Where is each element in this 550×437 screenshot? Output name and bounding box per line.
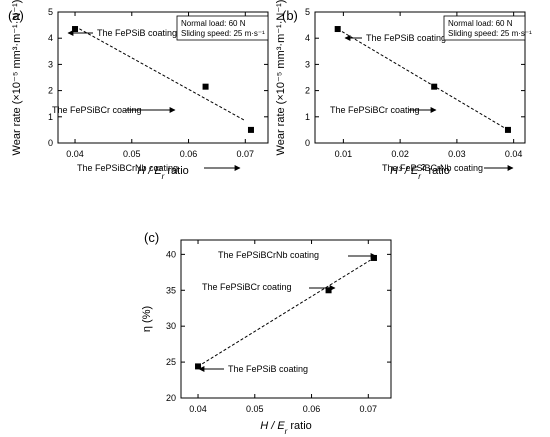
y-tick-label: 1 <box>48 112 53 122</box>
x-axis-label: H / Er ratio <box>137 165 189 181</box>
plot-frame <box>314 11 526 144</box>
x-tick-label: 0.06 <box>303 404 321 414</box>
x-tick-label: 0.04 <box>505 149 523 159</box>
data-point <box>504 126 511 133</box>
y-axis-label: Wear rate (×10⁻⁵ mm³·m⁻¹·N⁻¹) <box>11 0 23 155</box>
x-tick-label: 0.07 <box>237 149 255 159</box>
data-point <box>195 363 202 370</box>
y-tick-label: 0 <box>305 138 310 148</box>
point-annotation: The FePSiBCr coating <box>202 282 292 292</box>
y-tick-label: 35 <box>166 285 176 295</box>
x-axis-label: H³ / Er2 ratio <box>390 163 450 181</box>
y-tick-label: 5 <box>48 7 53 17</box>
panel-label: (b) <box>282 8 298 23</box>
point-annotation: The FePSiBCr coating <box>52 105 142 115</box>
data-point <box>334 26 341 33</box>
trend-line <box>337 28 509 131</box>
x-tick-label: 0.04 <box>66 149 84 159</box>
chart-panel-3: 0.04 0.05 0.06 0.07 20 25 30 35 40 The FePSiB coa… <box>141 230 392 436</box>
point-annotation: The FePSiB coating <box>228 364 308 374</box>
panel-label: (c) <box>144 230 159 245</box>
point-annotation: The FePSiBCrNb coating <box>218 250 319 260</box>
y-axis-label: Wear rate (×10⁻⁵ mm³·m⁻¹·N⁻¹) <box>275 0 287 155</box>
y-tick-label: 40 <box>166 249 176 259</box>
conditions-box <box>176 15 269 41</box>
data-point <box>72 26 79 33</box>
chart-panel-1: 0.04 0.05 0.06 0.07 0 1 2 3 4 5 The FePSiB coating… <box>8 0 269 181</box>
x-tick-label: 0.01 <box>335 149 353 159</box>
y-tick-label: 0 <box>48 138 53 148</box>
y-tick-label: 2 <box>48 86 53 96</box>
conditions-box <box>443 15 526 41</box>
x-tick-label: 0.03 <box>448 149 466 159</box>
x-tick-label: 0.02 <box>391 149 409 159</box>
x-tick-label: 0.05 <box>123 149 141 159</box>
point-annotation: The FePSiBCrNb coating <box>77 163 178 173</box>
conditions-text: Normal load: 60 N <box>181 19 246 28</box>
y-axis-label: η (%) <box>141 306 153 332</box>
y-tick-label: 3 <box>305 59 310 69</box>
x-tick-label: 0.07 <box>360 404 378 414</box>
chart-panel-2: 0.01 0.02 0.03 0.04 0 1 2 3 4 5 The FePSiB coating… <box>275 0 532 181</box>
panel-label: (a) <box>8 8 24 23</box>
y-tick-label: 30 <box>166 321 176 331</box>
y-tick-label: 4 <box>48 33 53 43</box>
y-tick-label: 4 <box>305 33 310 43</box>
y-tick-label: 5 <box>305 7 310 17</box>
x-axis-label: H / Er ratio <box>260 420 312 436</box>
x-tick-label: 0.04 <box>189 404 207 414</box>
y-tick-label: 2 <box>305 86 310 96</box>
plot-frame <box>57 11 269 144</box>
y-tick-label: 1 <box>305 112 310 122</box>
data-point <box>431 83 438 90</box>
data-point <box>325 287 332 294</box>
y-tick-label: 25 <box>166 357 176 367</box>
conditions-text: Sliding speed: 25 m·s⁻¹ <box>181 29 265 38</box>
y-tick-label: 20 <box>166 393 176 403</box>
conditions-text: Normal load: 60 N <box>448 19 513 28</box>
conditions-text: Sliding speed: 25 m·s⁻¹ <box>448 29 532 38</box>
data-point <box>202 83 209 90</box>
trend-line <box>74 25 246 122</box>
point-annotation: The FePSiB coating <box>366 33 446 43</box>
point-annotation: The FePSiBCr coating <box>330 105 420 115</box>
x-tick-label: 0.06 <box>180 149 198 159</box>
data-point <box>247 126 254 133</box>
plot-frame <box>180 239 392 399</box>
y-tick-label: 3 <box>48 59 53 69</box>
trend-line <box>197 257 375 367</box>
point-annotation: The FePSiBCrNb coating <box>382 163 483 173</box>
point-annotation: The FePSiB coating <box>97 28 177 38</box>
x-tick-label: 0.05 <box>246 404 264 414</box>
